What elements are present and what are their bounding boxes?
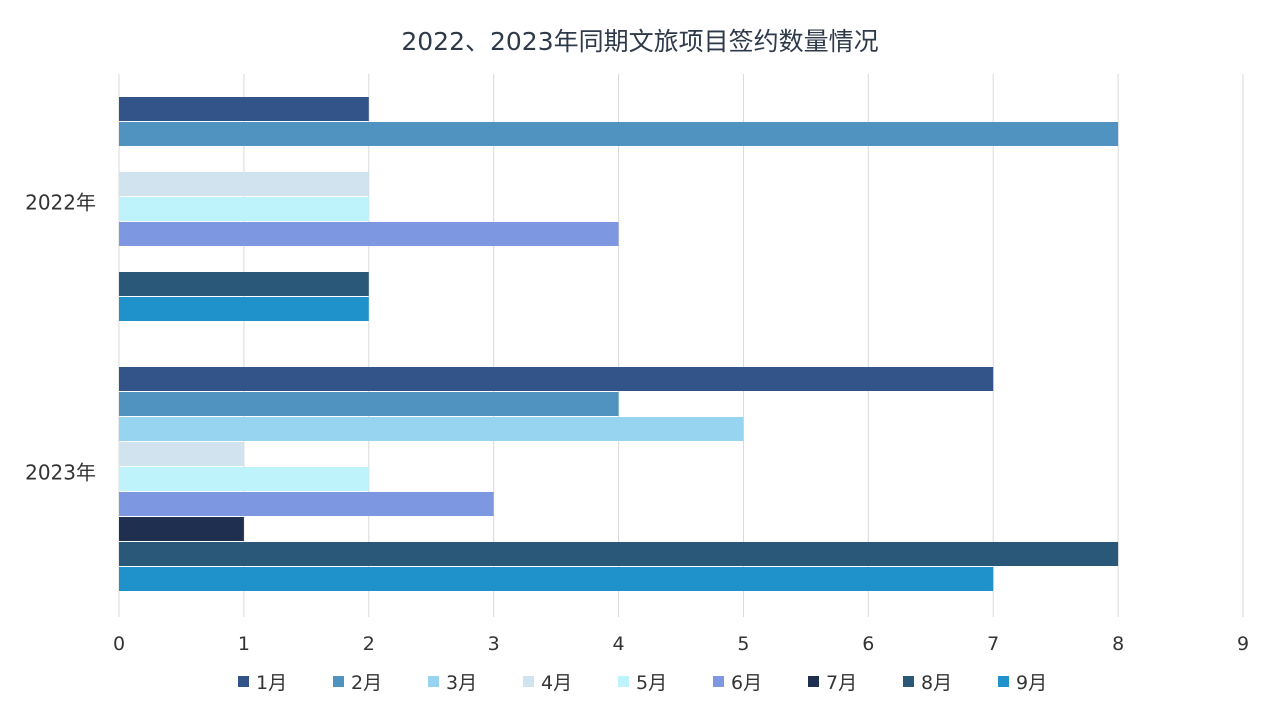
category-label: 2022年 <box>25 191 96 215</box>
legend-swatch <box>713 676 724 687</box>
x-tick-label: 5 <box>737 633 749 655</box>
legend-label: 2月 <box>351 672 382 694</box>
bar <box>119 172 369 196</box>
x-tick-label: 0 <box>113 633 125 655</box>
category-label: 2023年 <box>25 461 96 485</box>
legend-label: 7月 <box>826 672 857 694</box>
bar <box>119 297 369 321</box>
x-tick-label: 1 <box>238 633 250 655</box>
legend-swatch <box>808 676 819 687</box>
legend-swatch <box>903 676 914 687</box>
bar <box>119 417 744 441</box>
x-tick-label: 6 <box>862 633 874 655</box>
legend-swatch <box>618 676 629 687</box>
legend-label: 6月 <box>731 672 762 694</box>
x-tick-label: 2 <box>363 633 375 655</box>
x-tick-label: 3 <box>488 633 500 655</box>
bar <box>119 392 619 416</box>
legend-label: 3月 <box>446 672 477 694</box>
bar <box>119 517 244 541</box>
chart-title: 2022、2023年同期文旅项目签约数量情况 <box>401 27 879 56</box>
bar <box>119 542 1119 566</box>
legend-swatch <box>523 676 534 687</box>
bar <box>119 467 369 491</box>
bar <box>119 442 244 466</box>
legend-label: 1月 <box>256 672 287 694</box>
x-tick-label: 4 <box>613 633 625 655</box>
legend-label: 8月 <box>921 672 952 694</box>
legend-swatch <box>998 676 1009 687</box>
legend-swatch <box>333 676 344 687</box>
bar <box>119 97 369 121</box>
bar <box>119 222 619 246</box>
x-tick-label: 8 <box>1112 633 1124 655</box>
bar <box>119 197 369 221</box>
bar <box>119 492 494 516</box>
legend-label: 5月 <box>636 672 667 694</box>
bar <box>119 122 1119 146</box>
legend-swatch <box>238 676 249 687</box>
bar <box>119 367 994 391</box>
x-tick-label: 9 <box>1237 633 1249 655</box>
legend-swatch <box>428 676 439 687</box>
legend-label: 4月 <box>541 672 572 694</box>
bar <box>119 272 369 296</box>
bar <box>119 567 994 591</box>
legend-label: 9月 <box>1016 672 1047 694</box>
x-tick-label: 7 <box>987 633 999 655</box>
